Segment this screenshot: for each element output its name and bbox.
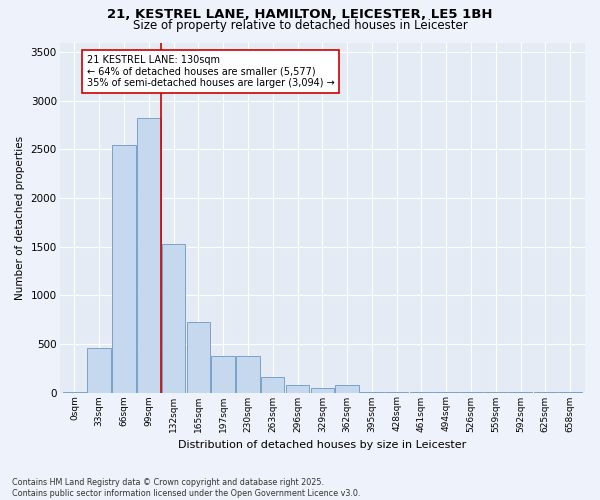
Bar bbox=[112, 144, 136, 392]
Bar bbox=[88, 348, 111, 393]
Text: 21, KESTREL LANE, HAMILTON, LEICESTER, LE5 1BH: 21, KESTREL LANE, HAMILTON, LEICESTER, L… bbox=[107, 8, 493, 21]
Text: Size of property relative to detached houses in Leicester: Size of property relative to detached ho… bbox=[133, 19, 467, 32]
Y-axis label: Number of detached properties: Number of detached properties bbox=[15, 136, 25, 300]
Bar bbox=[261, 377, 284, 392]
Text: Contains HM Land Registry data © Crown copyright and database right 2025.
Contai: Contains HM Land Registry data © Crown c… bbox=[12, 478, 361, 498]
Bar bbox=[187, 322, 210, 392]
Bar bbox=[311, 388, 334, 392]
Bar bbox=[162, 244, 185, 392]
Text: 21 KESTREL LANE: 130sqm
← 64% of detached houses are smaller (5,577)
35% of semi: 21 KESTREL LANE: 130sqm ← 64% of detache… bbox=[87, 55, 335, 88]
Bar bbox=[137, 118, 161, 392]
X-axis label: Distribution of detached houses by size in Leicester: Distribution of detached houses by size … bbox=[178, 440, 466, 450]
Bar bbox=[236, 356, 260, 393]
Bar bbox=[286, 384, 309, 392]
Bar bbox=[335, 384, 359, 392]
Bar bbox=[211, 356, 235, 393]
